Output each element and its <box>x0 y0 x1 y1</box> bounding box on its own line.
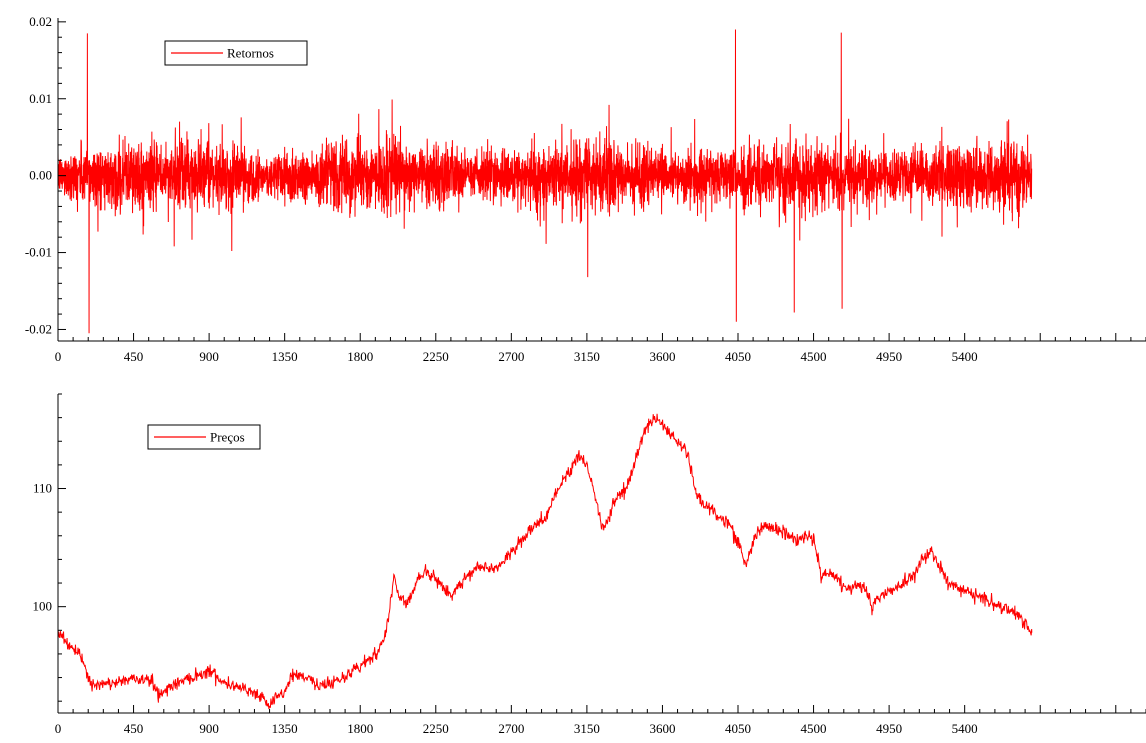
x-tick-label: 1800 <box>347 721 373 736</box>
x-tick-label: 2250 <box>423 721 449 736</box>
x-tick-label: 2700 <box>498 721 524 736</box>
x-tick-label: 3150 <box>574 349 600 364</box>
x-tick-label: 1350 <box>272 349 298 364</box>
x-tick-label: 1800 <box>347 349 373 364</box>
y-tick-label: -0.01 <box>25 245 52 260</box>
x-tick-label: 5400 <box>952 349 978 364</box>
x-tick-label: 4050 <box>725 721 751 736</box>
x-tick-label: 4500 <box>801 721 827 736</box>
y-tick-label: 110 <box>33 481 52 496</box>
y-tick-label: 0.02 <box>29 14 52 29</box>
x-tick-label: 3150 <box>574 721 600 736</box>
x-tick-label: 3600 <box>649 721 675 736</box>
returns-legend: Retornos <box>164 40 308 66</box>
x-tick-label: 900 <box>199 721 219 736</box>
x-tick-label: 5400 <box>952 721 978 736</box>
prices-legend-label: Preços <box>210 430 245 445</box>
y-tick-label: 0.00 <box>29 168 52 183</box>
x-tick-label: 3600 <box>649 349 675 364</box>
x-tick-label: 2700 <box>498 349 524 364</box>
y-tick-label: -0.02 <box>25 321 52 336</box>
prices-chart: 110 100 0 450 900 1350 1800 2250 2700 3150 3600 40… <box>33 393 1146 736</box>
x-tick-label: 4050 <box>725 349 751 364</box>
x-tick-label: 0 <box>55 349 62 364</box>
x-tick-label: 4950 <box>876 721 902 736</box>
x-tick-label: 4950 <box>876 349 902 364</box>
series-line <box>58 29 1033 334</box>
x-tick-label: 1350 <box>272 721 298 736</box>
prices-x-ticks: 0 450 900 1350 1800 2250 2700 3150 3600 4050 4500 4… <box>55 705 1146 736</box>
returns-x-ticks: 0 450 900 1350 1800 2250 2700 3150 3600 4050 4500 4… <box>55 333 1146 364</box>
x-tick-label: 0 <box>55 721 62 736</box>
y-tick-label: 100 <box>33 599 53 614</box>
x-tick-label: 450 <box>124 349 144 364</box>
prices-series <box>58 413 1033 710</box>
y-tick-label: 0.01 <box>29 91 52 106</box>
prices-legend: Preços <box>147 424 261 450</box>
returns-chart: 0.02 0.01 0.00 -0.01 -0.02 0 450 900 1350 1800 22… <box>25 14 1146 364</box>
x-tick-label: 4500 <box>801 349 827 364</box>
prices-y-ticks: 110 100 <box>33 393 66 702</box>
returns-series <box>58 29 1033 334</box>
returns-legend-label: Retornos <box>227 46 274 61</box>
x-tick-label: 900 <box>199 349 219 364</box>
series-line <box>58 413 1033 710</box>
x-tick-label: 450 <box>124 721 144 736</box>
returns-y-ticks: 0.02 0.01 0.00 -0.01 -0.02 <box>25 14 66 336</box>
x-tick-label: 2250 <box>423 349 449 364</box>
